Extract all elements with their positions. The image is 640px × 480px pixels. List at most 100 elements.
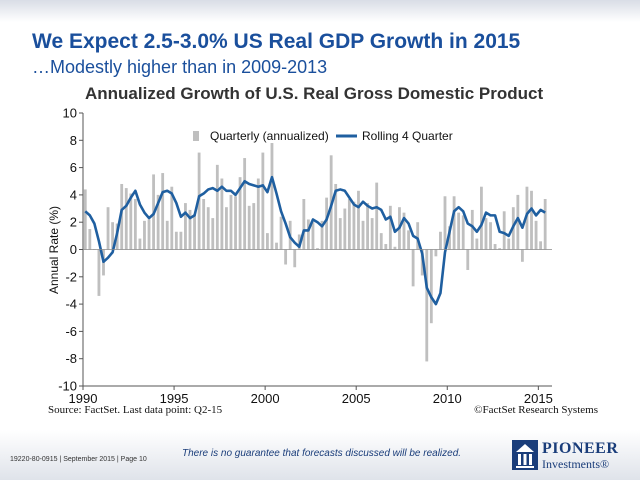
x-tick-label: 1990	[69, 391, 98, 406]
bar-q13	[143, 220, 146, 250]
bar-q17	[161, 173, 165, 250]
y-tick-label: 0	[70, 242, 77, 257]
bar-q95	[516, 194, 520, 250]
bar-q61	[361, 220, 365, 250]
bar-q40	[266, 233, 269, 250]
bar-q30	[220, 178, 224, 250]
bar-q26	[202, 199, 206, 250]
bar-q35	[243, 158, 247, 250]
bar-q81	[452, 196, 456, 250]
footer-id: 19220-80-0915 | September 2015 | Page 10	[10, 456, 147, 463]
y-tick-label: -4	[65, 297, 77, 312]
bar-q92	[502, 211, 506, 250]
logo-sub: Investments®	[542, 457, 610, 471]
bar-q64	[375, 182, 379, 250]
bar-q93	[507, 238, 511, 250]
bar-q3	[97, 249, 101, 296]
bar-q99	[534, 220, 538, 250]
bar-q98	[530, 190, 533, 250]
bar-q42	[275, 242, 278, 250]
bar-q16	[156, 194, 160, 250]
bar-q55	[334, 183, 338, 250]
top-band	[0, 0, 640, 22]
bar-q49	[306, 219, 310, 250]
bar-q37	[252, 203, 256, 250]
bar-q8	[120, 183, 124, 250]
bar-q19	[170, 186, 174, 250]
bar-q29	[215, 164, 219, 250]
bar-q28	[211, 218, 215, 250]
bar-q1	[88, 229, 92, 250]
forecast-disclaimer: There is no guarantee that forecasts dis…	[182, 448, 462, 459]
rolling-4q-line	[84, 175, 546, 306]
slide-headline: We Expect 2.5-3.0% US Real GDP Growth in…	[32, 30, 521, 53]
bar-q51	[316, 248, 319, 250]
bar-q91	[498, 248, 502, 250]
ticks-layer: -10 -8 -6 -4 -2 0 2 4 6 8 10 1990 1995 2000 2005 2010 20…	[58, 106, 553, 407]
y-tick-label: 2	[70, 215, 77, 230]
bar-q12	[138, 238, 142, 250]
bar-q77	[434, 249, 438, 257]
legend-swatch-bars	[193, 131, 199, 141]
bar-q79	[443, 196, 447, 250]
bar-q80	[448, 226, 451, 250]
bar-q73	[416, 222, 420, 250]
chart-title: Annualized Growth of U.S. Real Gross Dom…	[85, 84, 544, 103]
bar-q38	[256, 178, 260, 250]
bar-q21	[179, 231, 183, 250]
x-tick-label: 2010	[433, 391, 462, 406]
bar-q32	[229, 194, 233, 250]
x-tick-label: 1995	[160, 391, 189, 406]
pioneer-logo: PIONEER Investments®	[512, 438, 634, 472]
bar-q0	[83, 189, 87, 250]
axes-layer	[82, 113, 552, 387]
bar-q24	[193, 214, 196, 250]
bar-q56	[338, 218, 342, 250]
bar-q66	[384, 244, 388, 250]
bar-q20	[174, 231, 178, 250]
bar-q65	[379, 233, 383, 250]
bar-q22	[184, 203, 187, 250]
bar-q63	[370, 218, 374, 250]
y-tick-label: -2	[65, 269, 77, 284]
bar-q50	[311, 222, 315, 250]
x-tick-label: 2000	[251, 391, 280, 406]
logo-name: PIONEER	[542, 440, 619, 457]
bar-q9	[124, 188, 128, 250]
bar-q67	[388, 205, 392, 250]
slide-subhead: …Modestly higher than in 2009-2013	[32, 57, 328, 77]
bar-q70	[402, 212, 406, 250]
y-tick-label: 4	[70, 187, 77, 202]
bar-q39	[261, 152, 265, 250]
bar-q96	[520, 249, 524, 262]
bar-q72	[411, 249, 415, 287]
bar-q78	[439, 231, 442, 250]
bar-q36	[247, 205, 251, 250]
y-tick-label: -10	[58, 379, 77, 394]
bar-q11	[133, 199, 137, 250]
bar-q18	[165, 220, 169, 250]
bar-q41	[270, 143, 274, 250]
bar-q27	[206, 207, 210, 250]
bar-q87	[480, 186, 483, 250]
bar-q5	[106, 207, 110, 250]
bar-q90	[493, 244, 497, 250]
bar-q43	[279, 216, 283, 250]
legend-label-bars: Quarterly (annualized)	[210, 129, 329, 143]
y-tick-label: 8	[70, 133, 77, 148]
pioneer-logo-icon	[512, 440, 538, 470]
bars-layer	[83, 143, 547, 362]
bar-q57	[343, 208, 347, 250]
y-axis-label: Annual Rate (%)	[47, 206, 61, 294]
bar-q58	[347, 199, 351, 250]
y-tick-label: 6	[70, 160, 77, 175]
legend-label-line: Rolling 4 Quarter	[362, 129, 453, 143]
bar-q85	[470, 209, 474, 250]
bar-q68	[393, 246, 397, 250]
bar-q62	[366, 203, 369, 250]
y-tick-label: -6	[65, 324, 77, 339]
bar-q82	[457, 212, 461, 250]
x-tick-label: 2015	[524, 391, 553, 406]
bar-q14	[147, 219, 151, 250]
bar-q33	[234, 196, 237, 250]
